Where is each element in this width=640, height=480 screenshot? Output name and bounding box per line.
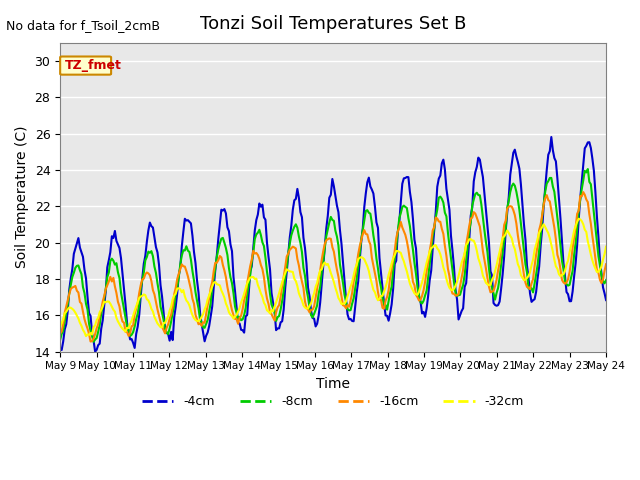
Text: No data for f_Tsoil_2cmB: No data for f_Tsoil_2cmB [6,19,161,32]
-4cm [239,327,246,333]
-8cm [56,337,64,343]
-16cm [239,306,246,312]
-8cm [584,166,591,172]
-32cm [125,325,132,331]
-16cm [248,257,255,263]
-32cm [602,244,610,250]
-8cm [221,240,228,246]
-8cm [248,259,255,265]
Legend: -4cm, -8cm, -16cm, -32cm: -4cm, -8cm, -16cm, -32cm [137,390,529,413]
-4cm [296,209,304,215]
-8cm [125,327,132,333]
-4cm [125,329,132,335]
-32cm [248,274,255,280]
-8cm [296,240,304,246]
-32cm [82,333,90,339]
-4cm [248,263,255,269]
-4cm [92,348,99,354]
-16cm [221,267,228,273]
Line: -8cm: -8cm [60,169,606,342]
-8cm [573,226,581,231]
-32cm [575,216,582,222]
-16cm [573,211,581,216]
-16cm [125,333,132,339]
-4cm [547,134,555,140]
-16cm [579,189,587,195]
Text: TZ_fmet: TZ_fmet [65,59,122,72]
-4cm [602,297,610,303]
-32cm [239,296,246,301]
X-axis label: Time: Time [316,377,350,391]
-16cm [87,339,95,345]
-8cm [239,316,246,322]
Line: -16cm: -16cm [60,192,606,342]
Line: -32cm: -32cm [60,219,606,336]
Title: Tonzi Soil Temperatures Set B: Tonzi Soil Temperatures Set B [200,15,467,33]
Y-axis label: Soil Temperature (C): Soil Temperature (C) [15,126,29,268]
-16cm [56,331,64,336]
-32cm [221,295,228,300]
-32cm [56,324,64,330]
-4cm [221,206,228,212]
-16cm [602,261,610,267]
-8cm [90,339,97,345]
FancyBboxPatch shape [60,57,111,75]
-8cm [602,277,610,283]
Line: -4cm: -4cm [60,137,606,351]
-32cm [296,294,304,300]
-4cm [575,217,582,223]
-16cm [296,272,304,277]
-32cm [573,219,581,225]
-4cm [56,347,64,353]
